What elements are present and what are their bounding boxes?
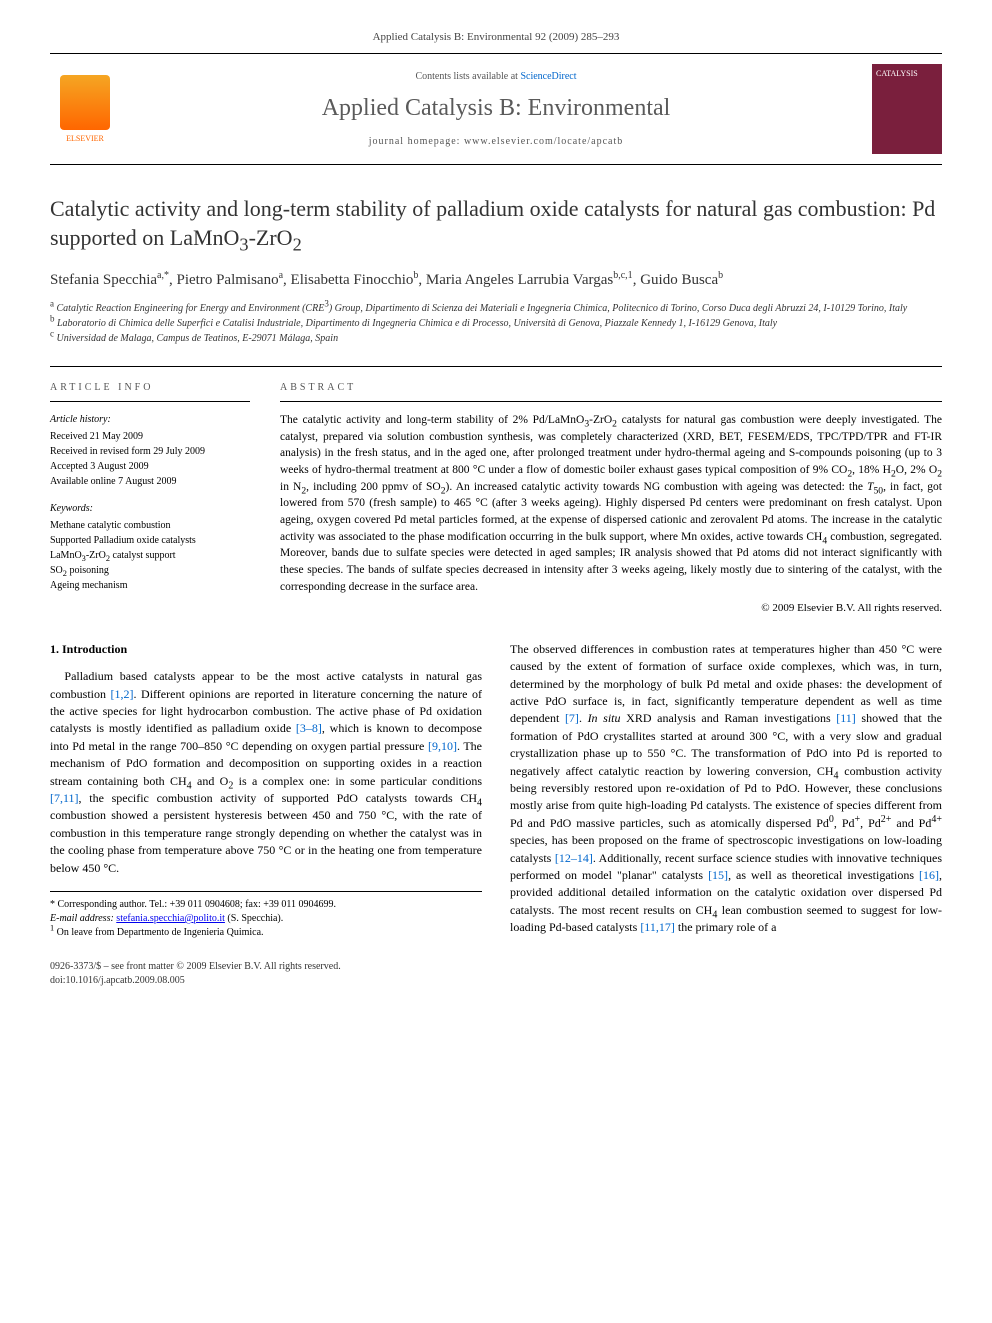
homepage-prefix: journal homepage: — [369, 136, 464, 147]
issn-copyright-line: 0926-3373/$ – see front matter © 2009 El… — [50, 960, 942, 974]
corresponding-author-note: * Corresponding author. Tel.: +39 011 09… — [50, 898, 482, 912]
keyword-1: Methane catalytic combustion — [50, 518, 250, 533]
affiliation-list: a Catalytic Reaction Engineering for Ene… — [50, 301, 942, 346]
running-head: Applied Catalysis B: Environmental 92 (2… — [50, 30, 942, 45]
keywords-block: Keywords: Methane catalytic combustion S… — [50, 501, 250, 593]
corresponding-email-link[interactable]: stefania.specchia@polito.it — [116, 913, 225, 924]
abstract-head: ABSTRACT — [280, 381, 942, 402]
email-attribution: (S. Specchia). — [227, 913, 283, 924]
cover-label: CATALYSIS — [876, 68, 938, 79]
history-accepted: Accepted 3 August 2009 — [50, 459, 250, 474]
body-two-columns: 1. Introduction Palladium based catalyst… — [50, 641, 942, 940]
journal-title: Applied Catalysis B: Environmental — [132, 92, 860, 126]
journal-cover-thumbnail: CATALYSIS — [872, 64, 942, 154]
article-history-block: Article history: Received 21 May 2009 Re… — [50, 412, 250, 489]
intro-para-2: The observed differences in combustion r… — [510, 641, 942, 937]
history-received: Received 21 May 2009 — [50, 429, 250, 444]
affiliation-c: c Universidad de Malaga, Campus de Teati… — [50, 331, 942, 346]
footnote-1: 1 On leave from Departmento de Ingenieri… — [50, 926, 482, 940]
affiliation-b: b Laboratorio di Chimica delle Superfici… — [50, 316, 942, 331]
email-line: E-mail address: stefania.specchia@polito… — [50, 912, 482, 926]
author-list: Stefania Specchiaa,*, Pietro Palmisanoa,… — [50, 269, 942, 292]
keyword-2: Supported Palladium oxide catalysts — [50, 533, 250, 548]
contents-available-line: Contents lists available at ScienceDirec… — [132, 70, 860, 84]
history-revised: Received in revised form 29 July 2009 — [50, 444, 250, 459]
elsevier-logo: ELSEVIER — [50, 69, 120, 149]
elsevier-tree-icon — [60, 75, 110, 130]
article-info-column: ARTICLE INFO Article history: Received 2… — [50, 381, 250, 617]
keyword-4: SO2 poisoning — [50, 563, 250, 578]
article-info-head: ARTICLE INFO — [50, 381, 250, 402]
contents-prefix: Contents lists available at — [415, 71, 520, 82]
page-footer: 0926-3373/$ – see front matter © 2009 El… — [50, 960, 942, 988]
journal-masthead: ELSEVIER Contents lists available at Sci… — [50, 53, 942, 165]
publisher-name: ELSEVIER — [66, 133, 104, 144]
affiliation-a: a Catalytic Reaction Engineering for Ene… — [50, 301, 942, 316]
sciencedirect-link[interactable]: ScienceDirect — [520, 71, 576, 82]
info-abstract-row: ARTICLE INFO Article history: Received 2… — [50, 366, 942, 617]
history-online: Available online 7 August 2009 — [50, 474, 250, 489]
keyword-5: Ageing mechanism — [50, 578, 250, 593]
journal-homepage-line: journal homepage: www.elsevier.com/locat… — [132, 135, 860, 149]
article-title: Catalytic activity and long-term stabili… — [50, 195, 942, 252]
intro-para-1: Palladium based catalysts appear to be t… — [50, 668, 482, 877]
history-label: Article history: — [50, 412, 250, 427]
abstract-copyright: © 2009 Elsevier B.V. All rights reserved… — [280, 601, 942, 616]
footnotes-block: * Corresponding author. Tel.: +39 011 09… — [50, 891, 482, 940]
masthead-center: Contents lists available at ScienceDirec… — [132, 70, 860, 150]
homepage-url: www.elsevier.com/locate/apcatb — [464, 136, 623, 147]
keywords-label: Keywords: — [50, 501, 250, 516]
email-label: E-mail address: — [50, 913, 114, 924]
abstract-column: ABSTRACT The catalytic activity and long… — [280, 381, 942, 617]
abstract-text: The catalytic activity and long-term sta… — [280, 412, 942, 595]
doi-line: doi:10.1016/j.apcatb.2009.08.005 — [50, 974, 942, 988]
section-1-head: 1. Introduction — [50, 641, 482, 658]
keyword-3: LaMnO3-ZrO2 catalyst support — [50, 548, 250, 563]
